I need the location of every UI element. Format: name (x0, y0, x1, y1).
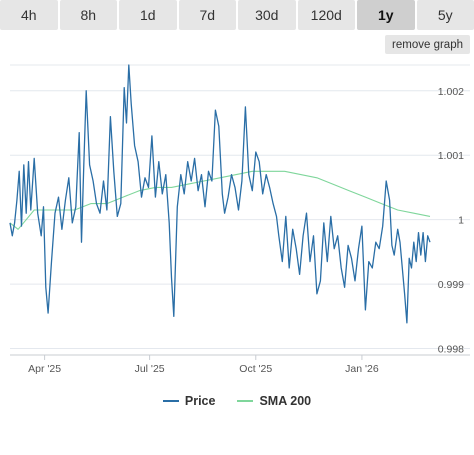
legend-swatch-price (162, 400, 179, 402)
range-tab-120d[interactable]: 120d (297, 0, 355, 30)
range-tab-8h[interactable]: 8h (59, 0, 117, 30)
legend-item-sma-200[interactable]: SMA 200 (237, 394, 311, 408)
range-tab-1d[interactable]: 1d (119, 0, 177, 30)
y-tick-label: 1.001 (438, 150, 464, 162)
range-tab-7d[interactable]: 7d (178, 0, 236, 30)
y-tick-label: 0.999 (438, 279, 464, 291)
y-tick-label: 0.998 (438, 344, 464, 356)
legend-item-price[interactable]: Price (162, 394, 216, 408)
legend-swatch-sma-200 (237, 400, 254, 402)
x-tick-label: Apr '25 (28, 363, 61, 375)
remove-graph-button[interactable]: remove graph (385, 35, 470, 54)
price-chart: 0.998 0.999 1 1.001 1.002 Apr '25 Jul '25 Oct '… (9, 64, 470, 375)
range-tab-4h[interactable]: 4h (0, 0, 58, 30)
range-tabs: 4h 8h 1d 7d 30d 120d 1y 5y (0, 0, 474, 30)
y-tick-label: 1.002 (438, 86, 464, 98)
series-line-sma-200 (9, 170, 431, 230)
x-tick-label: Oct '25 (239, 363, 272, 375)
y-tick-label: 1 (458, 215, 464, 227)
series-line-price (9, 64, 431, 324)
range-tab-1y[interactable]: 1y (357, 0, 415, 30)
range-tab-30d[interactable]: 30d (238, 0, 296, 30)
x-tick-label: Jul '25 (135, 363, 165, 375)
legend-label-price: Price (184, 394, 216, 408)
x-tick-label: Jan '26 (345, 363, 379, 375)
range-tab-5y[interactable]: 5y (416, 0, 474, 30)
legend-label-sma-200: SMA 200 (259, 394, 312, 408)
chart-legend: Price SMA 200 (0, 390, 474, 412)
